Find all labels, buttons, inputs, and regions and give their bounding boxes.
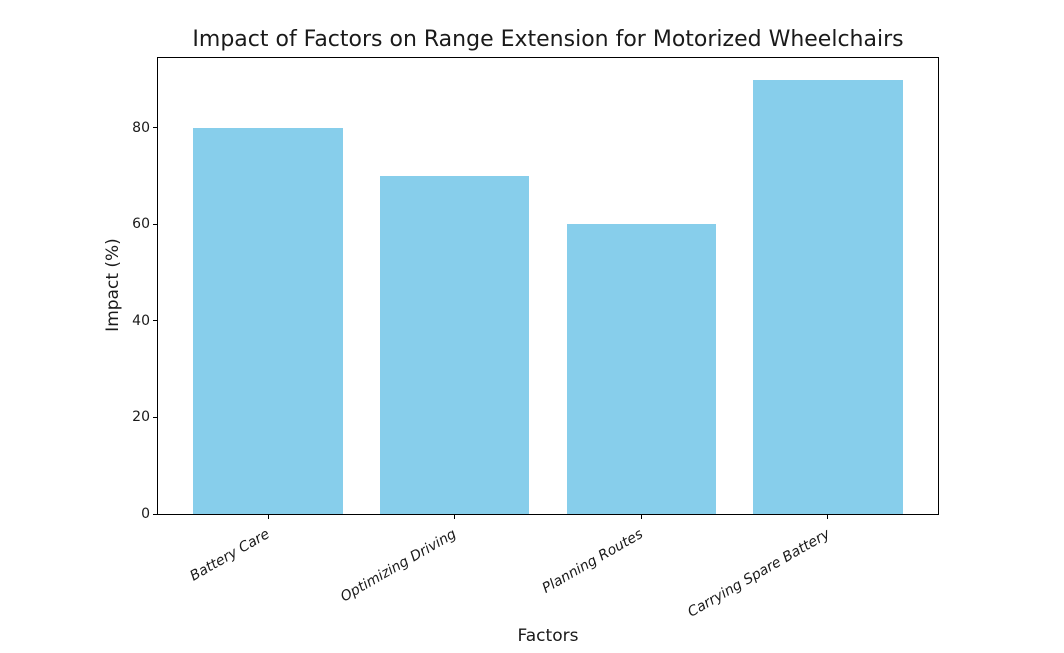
plot-area: 0 20 40 60 80 Battery Care Optimizing Driving P…: [132, 57, 939, 621]
x-axis-tick: [827, 515, 829, 519]
x-axis-tick: [454, 515, 456, 519]
bar: [380, 176, 530, 514]
y-axis-title: Impact (%): [103, 238, 123, 332]
x-axis-title: Factors: [517, 626, 579, 646]
bar: [753, 79, 903, 514]
x-tick-label: Planning Routes: [539, 526, 646, 597]
bar: [193, 127, 343, 514]
chart-title: Impact of Factors on Range Extension for…: [192, 27, 904, 52]
y-tick-label: 40: [132, 312, 150, 329]
y-tick-label: 80: [132, 119, 150, 136]
x-tick-label: Battery Care: [187, 526, 273, 585]
bar: [566, 224, 716, 514]
y-tick-label: 0: [141, 506, 150, 522]
y-tick-label: 20: [132, 409, 150, 426]
y-tick-label: 60: [132, 216, 150, 233]
x-tick-label: Carrying Spare Battery: [684, 526, 833, 621]
y-axis-tick: [153, 127, 157, 129]
x-axis-tick: [267, 515, 269, 519]
x-axis-tick: [640, 515, 642, 519]
y-axis-tick: [153, 320, 157, 322]
y-axis-tick: [153, 416, 157, 418]
y-axis-tick: [153, 513, 157, 515]
y-axis-tick: [153, 223, 157, 225]
x-tick-label: Optimizing Driving: [338, 526, 460, 606]
